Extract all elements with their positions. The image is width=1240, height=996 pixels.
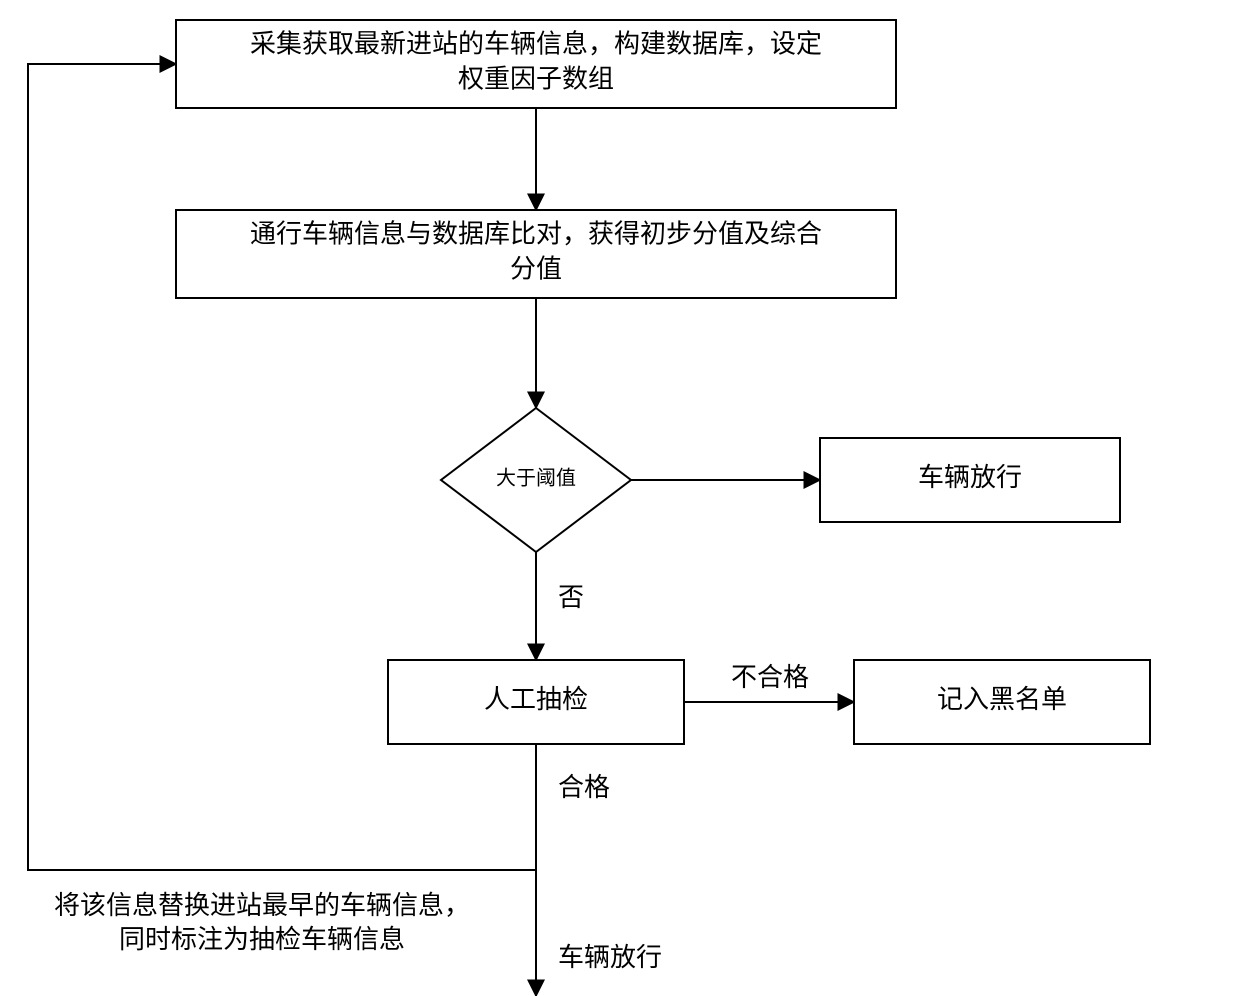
node-n1-line-1: 权重因子数组 [458,65,614,94]
node-n2-line-0: 通行车辆信息与数据库比对，获得初步分值及综合 [250,219,822,248]
edge-e6-label-1: 车辆放行 [558,943,662,972]
node-n1-line-0: 采集获取最新进站的车辆信息，构建数据库，设定 [250,29,822,58]
node-n4: 车辆放行 [820,438,1120,522]
edge-e6-label-0: 合格 [558,773,610,802]
node-n5: 人工抽检 [388,660,684,744]
annotation-1: 同时标注为抽检车辆信息 [119,925,405,954]
node-n5-line-0: 人工抽检 [484,685,588,714]
node-n2: 通行车辆信息与数据库比对，获得初步分值及综合分值 [176,210,896,298]
edge-e5-label: 不合格 [731,663,809,692]
node-n6-line-0: 记入黑名单 [937,685,1067,714]
flowchart-canvas: 采集获取最新进站的车辆信息，构建数据库，设定权重因子数组通行车辆信息与数据库比对… [0,0,1240,996]
annotation-0: 将该信息替换进站最早的车辆信息， [54,891,470,920]
node-n6: 记入黑名单 [854,660,1150,744]
node-n2-line-1: 分值 [510,255,562,284]
node-n3: 大于阈值 [441,408,631,552]
node-n1: 采集获取最新进站的车辆信息，构建数据库，设定权重因子数组 [176,20,896,108]
edge-e4-label: 否 [558,583,584,612]
node-n4-line-0: 车辆放行 [918,463,1022,492]
node-n3-line-0: 大于阈值 [496,467,576,490]
